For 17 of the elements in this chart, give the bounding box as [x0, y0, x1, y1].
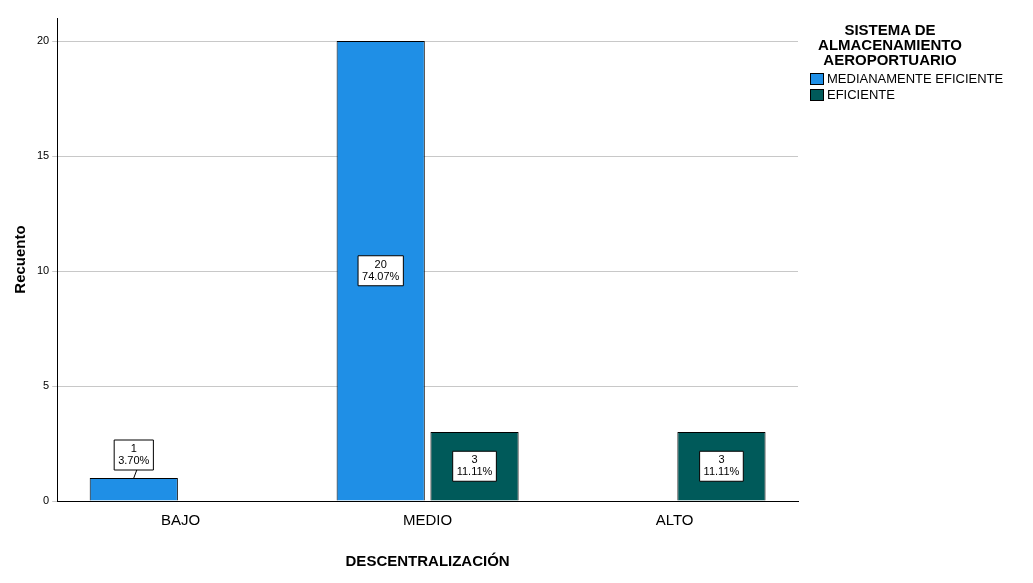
y-tick-label: 10 [36, 264, 50, 277]
legend-title: SISTEMA DE ALMACENAMIENTO AEROPORTUARIO [817, 21, 963, 68]
y-tick-label: 0 [43, 494, 50, 507]
data-label: 3 11.11% [456, 453, 493, 478]
y-tick-label: 5 [43, 379, 50, 392]
data-label: 1 3.70% [118, 442, 150, 467]
x-tick-label: BAJO [161, 511, 201, 529]
legend-label: MEDIANAMENTE EFICIENTE [827, 71, 1004, 87]
legend-label: EFICIENTE [827, 87, 895, 103]
y-axis-title: Recuento [11, 225, 29, 294]
data-label: 3 11.11% [703, 453, 740, 478]
x-axis-title: DESCENTRALIZACIÓN [345, 552, 510, 570]
x-tick-label: ALTO [655, 511, 694, 529]
x-tick-label: MEDIO [403, 511, 453, 529]
y-tick-label: 15 [36, 149, 50, 162]
data-label: 20 74.07% [362, 257, 400, 282]
y-tick-label: 20 [36, 34, 50, 47]
